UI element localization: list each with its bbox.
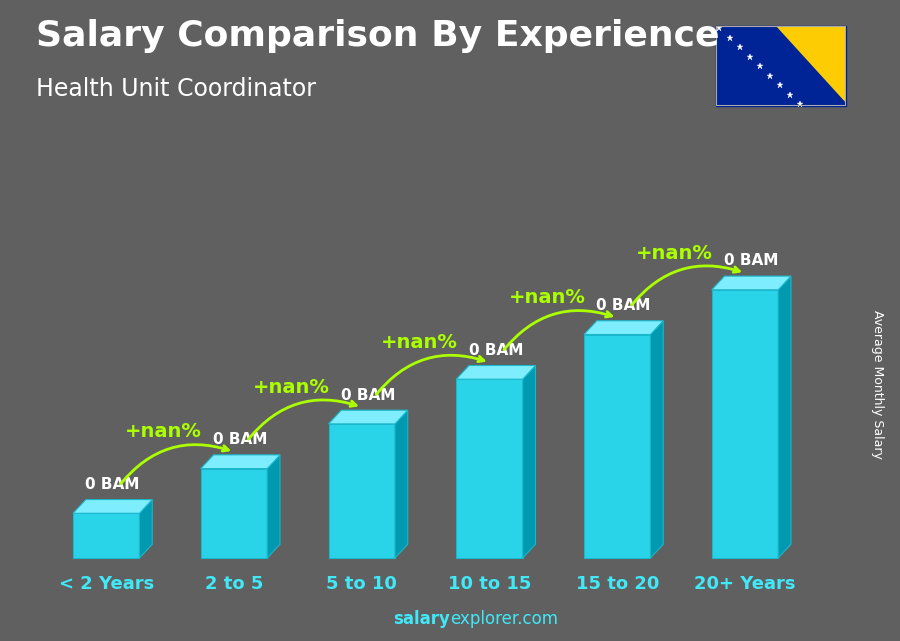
Text: +nan%: +nan% xyxy=(253,378,330,397)
Text: +nan%: +nan% xyxy=(636,244,713,263)
Text: +nan%: +nan% xyxy=(125,422,202,442)
Text: 0 BAM: 0 BAM xyxy=(597,298,651,313)
Text: 0 BAM: 0 BAM xyxy=(724,253,778,269)
Polygon shape xyxy=(523,365,536,558)
Text: Health Unit Coordinator: Health Unit Coordinator xyxy=(36,77,316,101)
Polygon shape xyxy=(73,513,140,558)
Polygon shape xyxy=(456,379,523,558)
Polygon shape xyxy=(267,455,280,558)
Text: 0 BAM: 0 BAM xyxy=(469,343,523,358)
Text: Average Monthly Salary: Average Monthly Salary xyxy=(871,310,884,459)
Text: 0 BAM: 0 BAM xyxy=(213,432,267,447)
Polygon shape xyxy=(584,320,663,335)
Text: 0 BAM: 0 BAM xyxy=(86,477,140,492)
Text: 0 BAM: 0 BAM xyxy=(341,388,395,403)
Polygon shape xyxy=(73,499,152,513)
Polygon shape xyxy=(774,24,849,106)
Polygon shape xyxy=(328,424,395,558)
Polygon shape xyxy=(140,499,152,558)
Text: +nan%: +nan% xyxy=(508,288,585,307)
Polygon shape xyxy=(651,320,663,558)
Polygon shape xyxy=(328,410,408,424)
Polygon shape xyxy=(778,276,791,558)
Polygon shape xyxy=(712,290,778,558)
Polygon shape xyxy=(201,469,267,558)
Polygon shape xyxy=(712,276,791,290)
Polygon shape xyxy=(395,410,408,558)
Text: salary: salary xyxy=(393,610,450,628)
Text: Salary Comparison By Experience: Salary Comparison By Experience xyxy=(36,19,719,53)
Polygon shape xyxy=(201,455,280,469)
Polygon shape xyxy=(456,365,536,379)
Polygon shape xyxy=(584,335,651,558)
Text: explorer.com: explorer.com xyxy=(450,610,558,628)
Text: +nan%: +nan% xyxy=(381,333,458,352)
